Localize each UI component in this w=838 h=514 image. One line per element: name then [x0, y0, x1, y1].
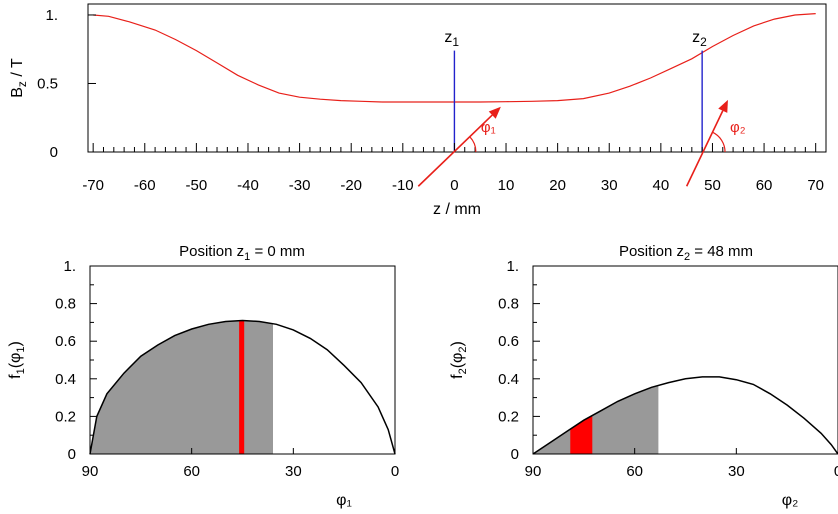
- left-title-a: Position z: [179, 243, 244, 260]
- y-tick-label: 1.: [506, 258, 519, 275]
- phi-arrow-head: [718, 99, 728, 113]
- right-ylabel-c: ): [449, 341, 466, 346]
- x-tick-label: 50: [704, 177, 721, 194]
- x-tick-label: 70: [807, 177, 824, 194]
- phi-arrow-label: φ₁: [481, 119, 496, 136]
- distribution-curve: [532, 376, 838, 455]
- x-tick-label: -60: [134, 177, 156, 194]
- y-tick-label: 0.5: [37, 75, 58, 92]
- y-tick-label: 1.: [63, 258, 76, 275]
- y-tick-label: 0.4: [498, 371, 519, 388]
- left-ylabel-c: ): [7, 341, 24, 346]
- x-tick-label: 0: [391, 463, 399, 480]
- phi-arrow-label: φ₂: [730, 119, 746, 136]
- x-tick-label: 0: [450, 177, 458, 194]
- right-ylabel-sub1: 2: [457, 368, 469, 374]
- shaded-area: [533, 385, 659, 454]
- left-title-sub: 1: [244, 251, 250, 263]
- right-ylabel-sub2: 2: [457, 346, 469, 352]
- right-title: Position z2 = 48 mm: [619, 243, 753, 263]
- top-ylabel-sub: z: [15, 81, 29, 87]
- left-ticks: 90 60 30 0 0 0.2 0.4 0.6 0.8 1.: [55, 258, 399, 480]
- right-ticks: 90 60 30 0 0 0.2 0.4 0.6 0.8 1.: [498, 258, 838, 480]
- left-ylabel-a: f: [7, 374, 24, 379]
- right-ylabel-a: f: [449, 374, 466, 379]
- x-tick-label: 40: [653, 177, 670, 194]
- top-arrows: φ₁ φ₂: [417, 99, 746, 187]
- left-ylabel: f1(φ1): [7, 341, 27, 379]
- left-title-b: = 0 mm: [250, 243, 305, 260]
- y-tick-label: 1.: [45, 7, 58, 24]
- x-tick-label: -10: [392, 177, 414, 194]
- x-tick-label: 90: [525, 463, 542, 480]
- position-marker-subscript: 2: [700, 35, 707, 49]
- right-panel: Position z2 = 48 mm 906030000.20.40.60.8…: [449, 243, 838, 509]
- distribution-curve: [89, 319, 396, 455]
- left-ylabel-b: (φ: [7, 353, 24, 369]
- left-xlabel: φ₁: [336, 492, 352, 509]
- position-marker-label: z2: [692, 29, 707, 49]
- highlight-band: [239, 320, 245, 454]
- right-ylabel: f2(φ2): [449, 341, 469, 379]
- top-marks: z1 z2: [93, 13, 816, 152]
- x-tick-label: -50: [186, 177, 208, 194]
- x-tick-label: 60: [183, 463, 200, 480]
- right-marks: [532, 376, 838, 455]
- x-tick-label: -20: [340, 177, 362, 194]
- left-panel: Position z1 = 0 mm 90 60 30 000.20.40.60.81…: [7, 243, 399, 509]
- x-tick-label: 30: [728, 463, 745, 480]
- x-tick-label: -30: [289, 177, 311, 194]
- top-xlabel: z / mm: [433, 201, 481, 218]
- right-ylabel-b: (φ: [449, 353, 466, 369]
- shaded-area: [90, 320, 273, 454]
- left-title: Position z1 = 0 mm: [179, 243, 305, 263]
- position-marker-letter: z: [444, 29, 452, 46]
- position-marker-label: z1: [444, 29, 459, 49]
- right-title-a: Position z: [619, 243, 684, 260]
- y-tick-label: 0.8: [498, 296, 519, 313]
- left-marks: [89, 319, 396, 455]
- y-tick-label: 0: [511, 446, 519, 463]
- top-panel: z1 z2 -70 -60 -50 -40 -30 -20 -10 0 10 20 30 40 50 60 7…: [9, 3, 827, 218]
- phi-arrow-head: [488, 106, 501, 119]
- top-ylabel: Bz / T: [9, 58, 29, 98]
- y-tick-label: 0: [50, 144, 58, 161]
- phi-angle-arc: [469, 136, 477, 153]
- x-tick-label: -40: [237, 177, 259, 194]
- right-title-b: = 48 mm: [690, 243, 753, 260]
- top-frame: [87, 3, 827, 153]
- x-tick-label: 30: [601, 177, 618, 194]
- left-ylabel-sub1: 1: [15, 368, 27, 374]
- x-tick-label: 0: [834, 463, 838, 480]
- y-tick-label: 0.6: [498, 333, 519, 350]
- highlight-band: [570, 415, 593, 454]
- x-tick-label: 60: [626, 463, 643, 480]
- x-tick-label: 30: [285, 463, 302, 480]
- y-tick-label: 0.4: [55, 371, 76, 388]
- x-tick-label: 20: [549, 177, 566, 194]
- x-tick-label: -70: [82, 177, 104, 194]
- top-ticks: -70 -60 -50 -40 -30 -20 -10 0 10 20 30 40 50 60 70 0 0.5…: [37, 7, 824, 194]
- x-tick-label: 90: [82, 463, 99, 480]
- top-ylabel-main: B: [9, 87, 26, 98]
- phi-angle-arc: [712, 131, 726, 153]
- right-xlabel: φ₂: [782, 492, 799, 509]
- y-tick-label: 0.2: [498, 408, 519, 425]
- phi-arrow-shaft: [417, 114, 493, 187]
- y-tick-label: 0: [68, 446, 76, 463]
- position-marker-subscript: 1: [452, 35, 459, 49]
- y-tick-label: 0.6: [55, 333, 76, 350]
- left-ylabel-sub2: 1: [15, 346, 27, 352]
- top-ylabel-unit: / T: [9, 58, 26, 81]
- x-tick-label: 10: [498, 177, 515, 194]
- right-title-sub: 2: [684, 251, 690, 263]
- x-tick-label: 60: [756, 177, 773, 194]
- position-marker-letter: z: [692, 29, 700, 46]
- y-tick-label: 0.8: [55, 296, 76, 313]
- y-tick-label: 0.2: [55, 408, 76, 425]
- phi-arrow-shaft: [685, 110, 724, 187]
